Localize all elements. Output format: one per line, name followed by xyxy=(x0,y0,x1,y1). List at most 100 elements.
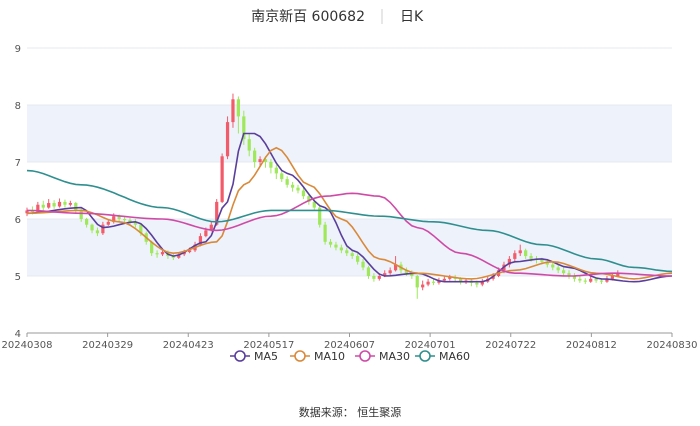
candle-body xyxy=(328,241,333,245)
candle-body xyxy=(290,184,295,188)
candle-body xyxy=(393,264,398,271)
candle-body xyxy=(339,247,343,251)
chart-title: 南京新百 600682 xyxy=(251,9,365,25)
candle-body xyxy=(263,159,268,162)
candle-body xyxy=(377,276,381,279)
candle-body xyxy=(150,241,154,254)
x-tick-label: 20240722 xyxy=(485,340,536,351)
candle-body xyxy=(599,280,604,282)
candle-body xyxy=(372,276,376,279)
legend: MA5 MA10 MA30 MA60 xyxy=(230,350,470,363)
data-source: 数据来源： 恒生聚源 xyxy=(299,405,402,419)
period-label: 日K xyxy=(400,9,424,25)
candle-body xyxy=(524,250,528,257)
candle-body xyxy=(187,250,192,253)
candle-body xyxy=(52,203,56,207)
ma-line-ma30 xyxy=(26,192,673,277)
candle-body xyxy=(383,273,387,276)
candle-body xyxy=(25,210,29,214)
candle-body xyxy=(518,250,522,254)
candle-body xyxy=(220,156,224,202)
candle-body xyxy=(242,116,246,140)
candle-body xyxy=(253,150,257,162)
x-tick-label: 20240308 xyxy=(2,340,53,351)
candle-body xyxy=(318,207,322,225)
candle-body xyxy=(361,261,365,268)
candle-body xyxy=(122,219,127,221)
candle-body xyxy=(448,277,452,279)
chart-grid xyxy=(27,47,672,334)
candle-body xyxy=(225,122,230,157)
candle-body xyxy=(459,278,463,282)
candle-body xyxy=(30,210,35,213)
candle-body xyxy=(63,201,67,205)
candle-body xyxy=(345,250,349,254)
candle-body xyxy=(567,273,571,276)
candle-body xyxy=(41,204,45,208)
x-tick-label: 20240701 xyxy=(405,340,456,351)
candle-body xyxy=(117,216,121,219)
candle-body xyxy=(540,260,544,262)
candle-body xyxy=(301,190,306,197)
candle-body xyxy=(437,280,441,283)
legend-marker-ma30 xyxy=(359,350,371,362)
candle-body xyxy=(258,159,262,162)
candle-body xyxy=(307,196,311,202)
candle-body xyxy=(57,201,62,207)
candle-body xyxy=(312,201,316,208)
candle-body xyxy=(507,258,512,265)
candle-body xyxy=(323,224,327,242)
candle-body xyxy=(529,256,533,259)
candle-body xyxy=(177,254,181,258)
x-tick-label: 20240517 xyxy=(243,340,294,351)
candle-body xyxy=(79,210,83,219)
candle-body xyxy=(285,179,289,185)
candle-body xyxy=(431,281,436,283)
y-tick-label: 6 xyxy=(15,215,21,226)
candle-body xyxy=(605,278,609,282)
candle-body xyxy=(139,224,143,234)
candle-body xyxy=(350,253,354,257)
candle-body xyxy=(198,236,203,245)
candle-body xyxy=(247,139,251,151)
moving-average-series xyxy=(26,132,673,283)
candle-body xyxy=(296,187,300,191)
candle-body xyxy=(561,270,566,274)
candle-body xyxy=(410,273,414,276)
candle-body xyxy=(356,256,360,262)
candle-body xyxy=(231,99,235,123)
y-tick-label: 9 xyxy=(15,44,21,55)
x-tick-label: 20240607 xyxy=(324,340,375,351)
legend-marker-ma5 xyxy=(234,350,246,362)
candle-body xyxy=(594,278,598,281)
candle-body xyxy=(513,253,517,259)
x-tick-label: 20240423 xyxy=(163,340,214,351)
candle-body xyxy=(74,203,78,211)
y-axis: 4 5 6 7 8 9 xyxy=(15,44,21,340)
y-tick-label: 8 xyxy=(15,101,21,112)
candle-body xyxy=(133,221,138,225)
ma-line-ma60 xyxy=(26,169,673,273)
candle-body xyxy=(155,253,159,255)
candle-body xyxy=(269,162,273,168)
x-tick-label: 20240329 xyxy=(82,340,133,351)
band-7 xyxy=(27,105,672,162)
candle-body xyxy=(616,273,620,276)
legend-label-ma10: MA10 xyxy=(314,350,345,363)
legend-label-ma60: MA60 xyxy=(439,350,470,363)
legend-marker-ma10 xyxy=(294,350,306,362)
legend-label-ma30: MA30 xyxy=(379,350,410,363)
candle-body xyxy=(545,261,549,265)
candle-body xyxy=(610,276,614,279)
candle-body xyxy=(106,221,110,225)
candle-body xyxy=(480,281,484,285)
candle-body xyxy=(388,270,392,274)
chart-bands xyxy=(27,105,672,276)
y-tick-label: 5 xyxy=(15,272,21,283)
candle-body xyxy=(404,270,409,274)
candle-body xyxy=(442,278,446,281)
candle-body xyxy=(551,264,555,268)
candle-body xyxy=(95,230,100,234)
candle-body xyxy=(421,284,425,288)
